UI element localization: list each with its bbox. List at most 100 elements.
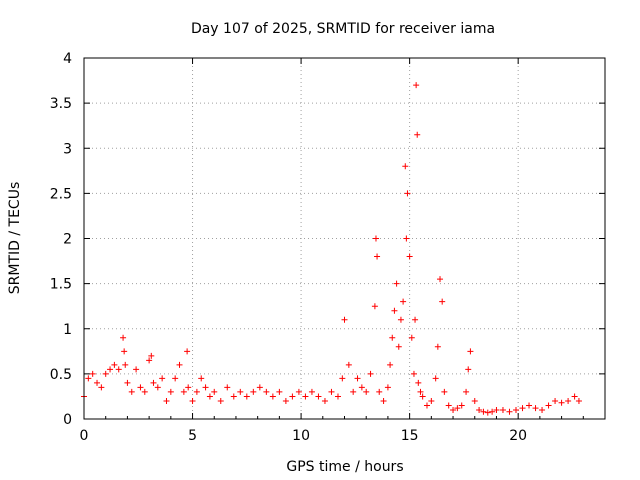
data-point xyxy=(476,406,483,413)
data-point xyxy=(558,399,565,406)
data-point xyxy=(141,388,148,395)
data-point xyxy=(263,388,270,395)
data-point xyxy=(374,253,381,260)
y-axis-label: SRMTID / TECUs xyxy=(7,182,23,295)
data-point xyxy=(412,316,419,323)
data-point xyxy=(163,397,170,404)
data-point xyxy=(565,397,572,404)
data-point xyxy=(282,397,289,404)
data-point xyxy=(308,388,315,395)
data-point xyxy=(102,370,109,377)
data-point xyxy=(243,393,250,400)
data-point xyxy=(532,405,539,412)
data-point xyxy=(230,393,237,400)
data-point xyxy=(406,253,413,260)
data-point xyxy=(354,375,361,382)
data-point xyxy=(415,379,422,386)
data-point xyxy=(480,408,487,415)
data-point xyxy=(363,388,370,395)
data-point xyxy=(269,393,276,400)
data-point xyxy=(545,402,552,409)
data-point xyxy=(315,393,322,400)
y-tick-label: 2 xyxy=(63,232,72,248)
data-point xyxy=(493,406,500,413)
y-tick-label: 0.5 xyxy=(50,367,72,383)
data-point xyxy=(321,397,328,404)
data-point xyxy=(193,388,200,395)
data-point xyxy=(276,388,283,395)
data-point xyxy=(419,393,426,400)
data-point xyxy=(539,406,546,413)
data-point xyxy=(395,343,402,350)
data-point xyxy=(159,375,166,382)
data-point xyxy=(115,366,122,373)
y-tick-label: 1.5 xyxy=(50,277,72,293)
data-point xyxy=(384,384,391,391)
data-point xyxy=(295,388,302,395)
x-tick-label: 15 xyxy=(401,428,419,444)
data-point xyxy=(437,276,444,283)
data-point xyxy=(250,388,257,395)
y-tick-label: 4 xyxy=(63,51,72,67)
y-tick-label: 3.5 xyxy=(50,96,72,112)
data-point xyxy=(148,352,155,359)
data-point xyxy=(358,384,365,391)
data-point xyxy=(334,393,341,400)
data-point xyxy=(526,402,533,409)
data-point xyxy=(400,298,407,305)
data-point xyxy=(454,405,461,412)
data-point xyxy=(393,280,400,287)
y-tick-label: 2.5 xyxy=(50,186,72,202)
data-point xyxy=(575,397,582,404)
chart-title: Day 107 of 2025, SRMTID for receiver iam… xyxy=(191,21,495,37)
data-point xyxy=(256,384,263,391)
data-point xyxy=(89,370,96,377)
data-point xyxy=(450,406,457,413)
data-point xyxy=(372,235,379,242)
data-point xyxy=(389,334,396,341)
data-point xyxy=(413,82,420,89)
data-point xyxy=(489,408,496,415)
y-tick-label: 1 xyxy=(63,322,72,338)
data-point xyxy=(339,375,346,382)
data-point xyxy=(367,370,374,377)
grid-lines xyxy=(84,58,605,419)
x-tick-label: 20 xyxy=(509,428,527,444)
data-point xyxy=(417,388,424,395)
data-point xyxy=(387,361,394,368)
data-point xyxy=(198,375,205,382)
y-tick-label: 3 xyxy=(63,141,72,157)
data-point xyxy=(467,348,474,355)
data-point xyxy=(328,388,335,395)
data-points xyxy=(81,82,582,416)
data-point xyxy=(107,366,114,373)
data-point xyxy=(289,393,296,400)
plot-frame xyxy=(83,57,606,420)
data-point xyxy=(458,402,465,409)
data-point xyxy=(391,307,398,314)
data-point xyxy=(432,375,439,382)
data-point xyxy=(146,357,153,364)
data-point xyxy=(133,366,140,373)
axis-ticks: 0 5 10 15 20 0 0.5 1 1.5 2 2.5 3 3.5 4 xyxy=(50,51,605,444)
data-point xyxy=(380,397,387,404)
data-point xyxy=(499,406,506,413)
data-point xyxy=(98,384,105,391)
data-point xyxy=(128,388,135,395)
data-point xyxy=(404,190,411,197)
data-point xyxy=(571,393,578,400)
data-point xyxy=(176,361,183,368)
data-point xyxy=(302,393,309,400)
data-point xyxy=(423,402,430,409)
data-point xyxy=(217,397,224,404)
x-tick-label: 10 xyxy=(292,428,310,444)
data-point xyxy=(185,384,192,391)
data-point xyxy=(410,370,417,377)
data-point xyxy=(371,303,378,310)
data-point xyxy=(345,361,352,368)
data-point xyxy=(414,131,421,138)
data-point xyxy=(137,384,144,391)
data-point xyxy=(237,388,244,395)
data-point xyxy=(120,334,127,341)
